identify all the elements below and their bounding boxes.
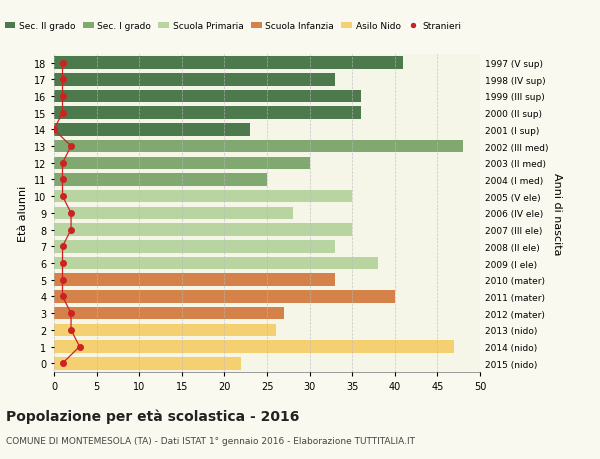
Bar: [54, 341, 454, 353]
Point: [58, 360, 67, 367]
Point: [58, 160, 67, 167]
Point: [66, 310, 76, 317]
Bar: [54, 241, 335, 253]
Point: [49, 126, 59, 134]
Bar: [54, 140, 463, 153]
Bar: [54, 291, 395, 303]
Bar: [54, 74, 335, 86]
Y-axis label: Anni di nascita: Anni di nascita: [552, 172, 562, 255]
Point: [66, 210, 76, 217]
Point: [58, 60, 67, 67]
Point: [66, 143, 76, 151]
Point: [58, 276, 67, 284]
Bar: [54, 190, 352, 203]
Y-axis label: Età alunni: Età alunni: [19, 185, 28, 241]
Bar: [54, 174, 267, 186]
Bar: [54, 124, 250, 136]
Bar: [54, 257, 378, 270]
Text: Popolazione per età scolastica - 2016: Popolazione per età scolastica - 2016: [6, 409, 299, 423]
Point: [66, 326, 76, 334]
Bar: [54, 207, 293, 220]
Point: [58, 193, 67, 201]
Point: [58, 293, 67, 301]
Bar: [54, 357, 241, 369]
Point: [58, 260, 67, 267]
Point: [66, 226, 76, 234]
Point: [58, 243, 67, 251]
Bar: [54, 324, 275, 336]
Bar: [54, 224, 352, 236]
Point: [58, 93, 67, 101]
Point: [75, 343, 85, 351]
Bar: [54, 57, 403, 70]
Bar: [54, 274, 335, 286]
Bar: [54, 107, 361, 120]
Bar: [54, 90, 361, 103]
Point: [58, 76, 67, 84]
Bar: [54, 307, 284, 320]
Point: [58, 176, 67, 184]
Text: COMUNE DI MONTEMESOLA (TA) - Dati ISTAT 1° gennaio 2016 - Elaborazione TUTTITALI: COMUNE DI MONTEMESOLA (TA) - Dati ISTAT …: [6, 436, 415, 445]
Bar: [54, 157, 310, 170]
Legend: Sec. II grado, Sec. I grado, Scuola Primaria, Scuola Infanzia, Asilo Nido, Stran: Sec. II grado, Sec. I grado, Scuola Prim…: [1, 18, 465, 34]
Point: [58, 110, 67, 117]
